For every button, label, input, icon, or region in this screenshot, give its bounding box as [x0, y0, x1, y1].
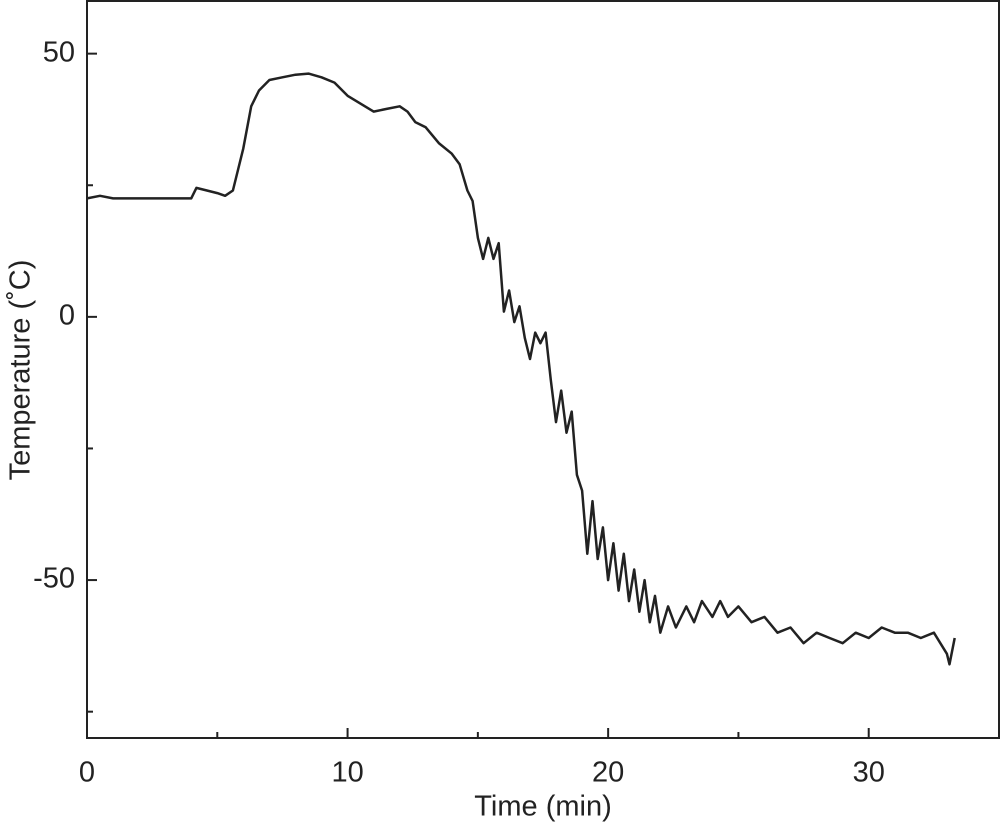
y-axis-label: Temperature (˚C) — [5, 260, 37, 481]
x-tick-label: 10 — [331, 757, 363, 789]
y-tick-label: 0 — [59, 300, 75, 332]
x-axis-label: Time (min) — [474, 791, 611, 823]
y-tick-label: -50 — [33, 563, 75, 595]
x-tick-label: 0 — [79, 757, 95, 789]
x-tick-label: 20 — [592, 757, 624, 789]
plot-frame — [86, 0, 1000, 739]
y-tick-label: 50 — [43, 36, 75, 68]
temperature-line — [86, 72, 956, 666]
x-tick-label: 30 — [853, 757, 885, 789]
